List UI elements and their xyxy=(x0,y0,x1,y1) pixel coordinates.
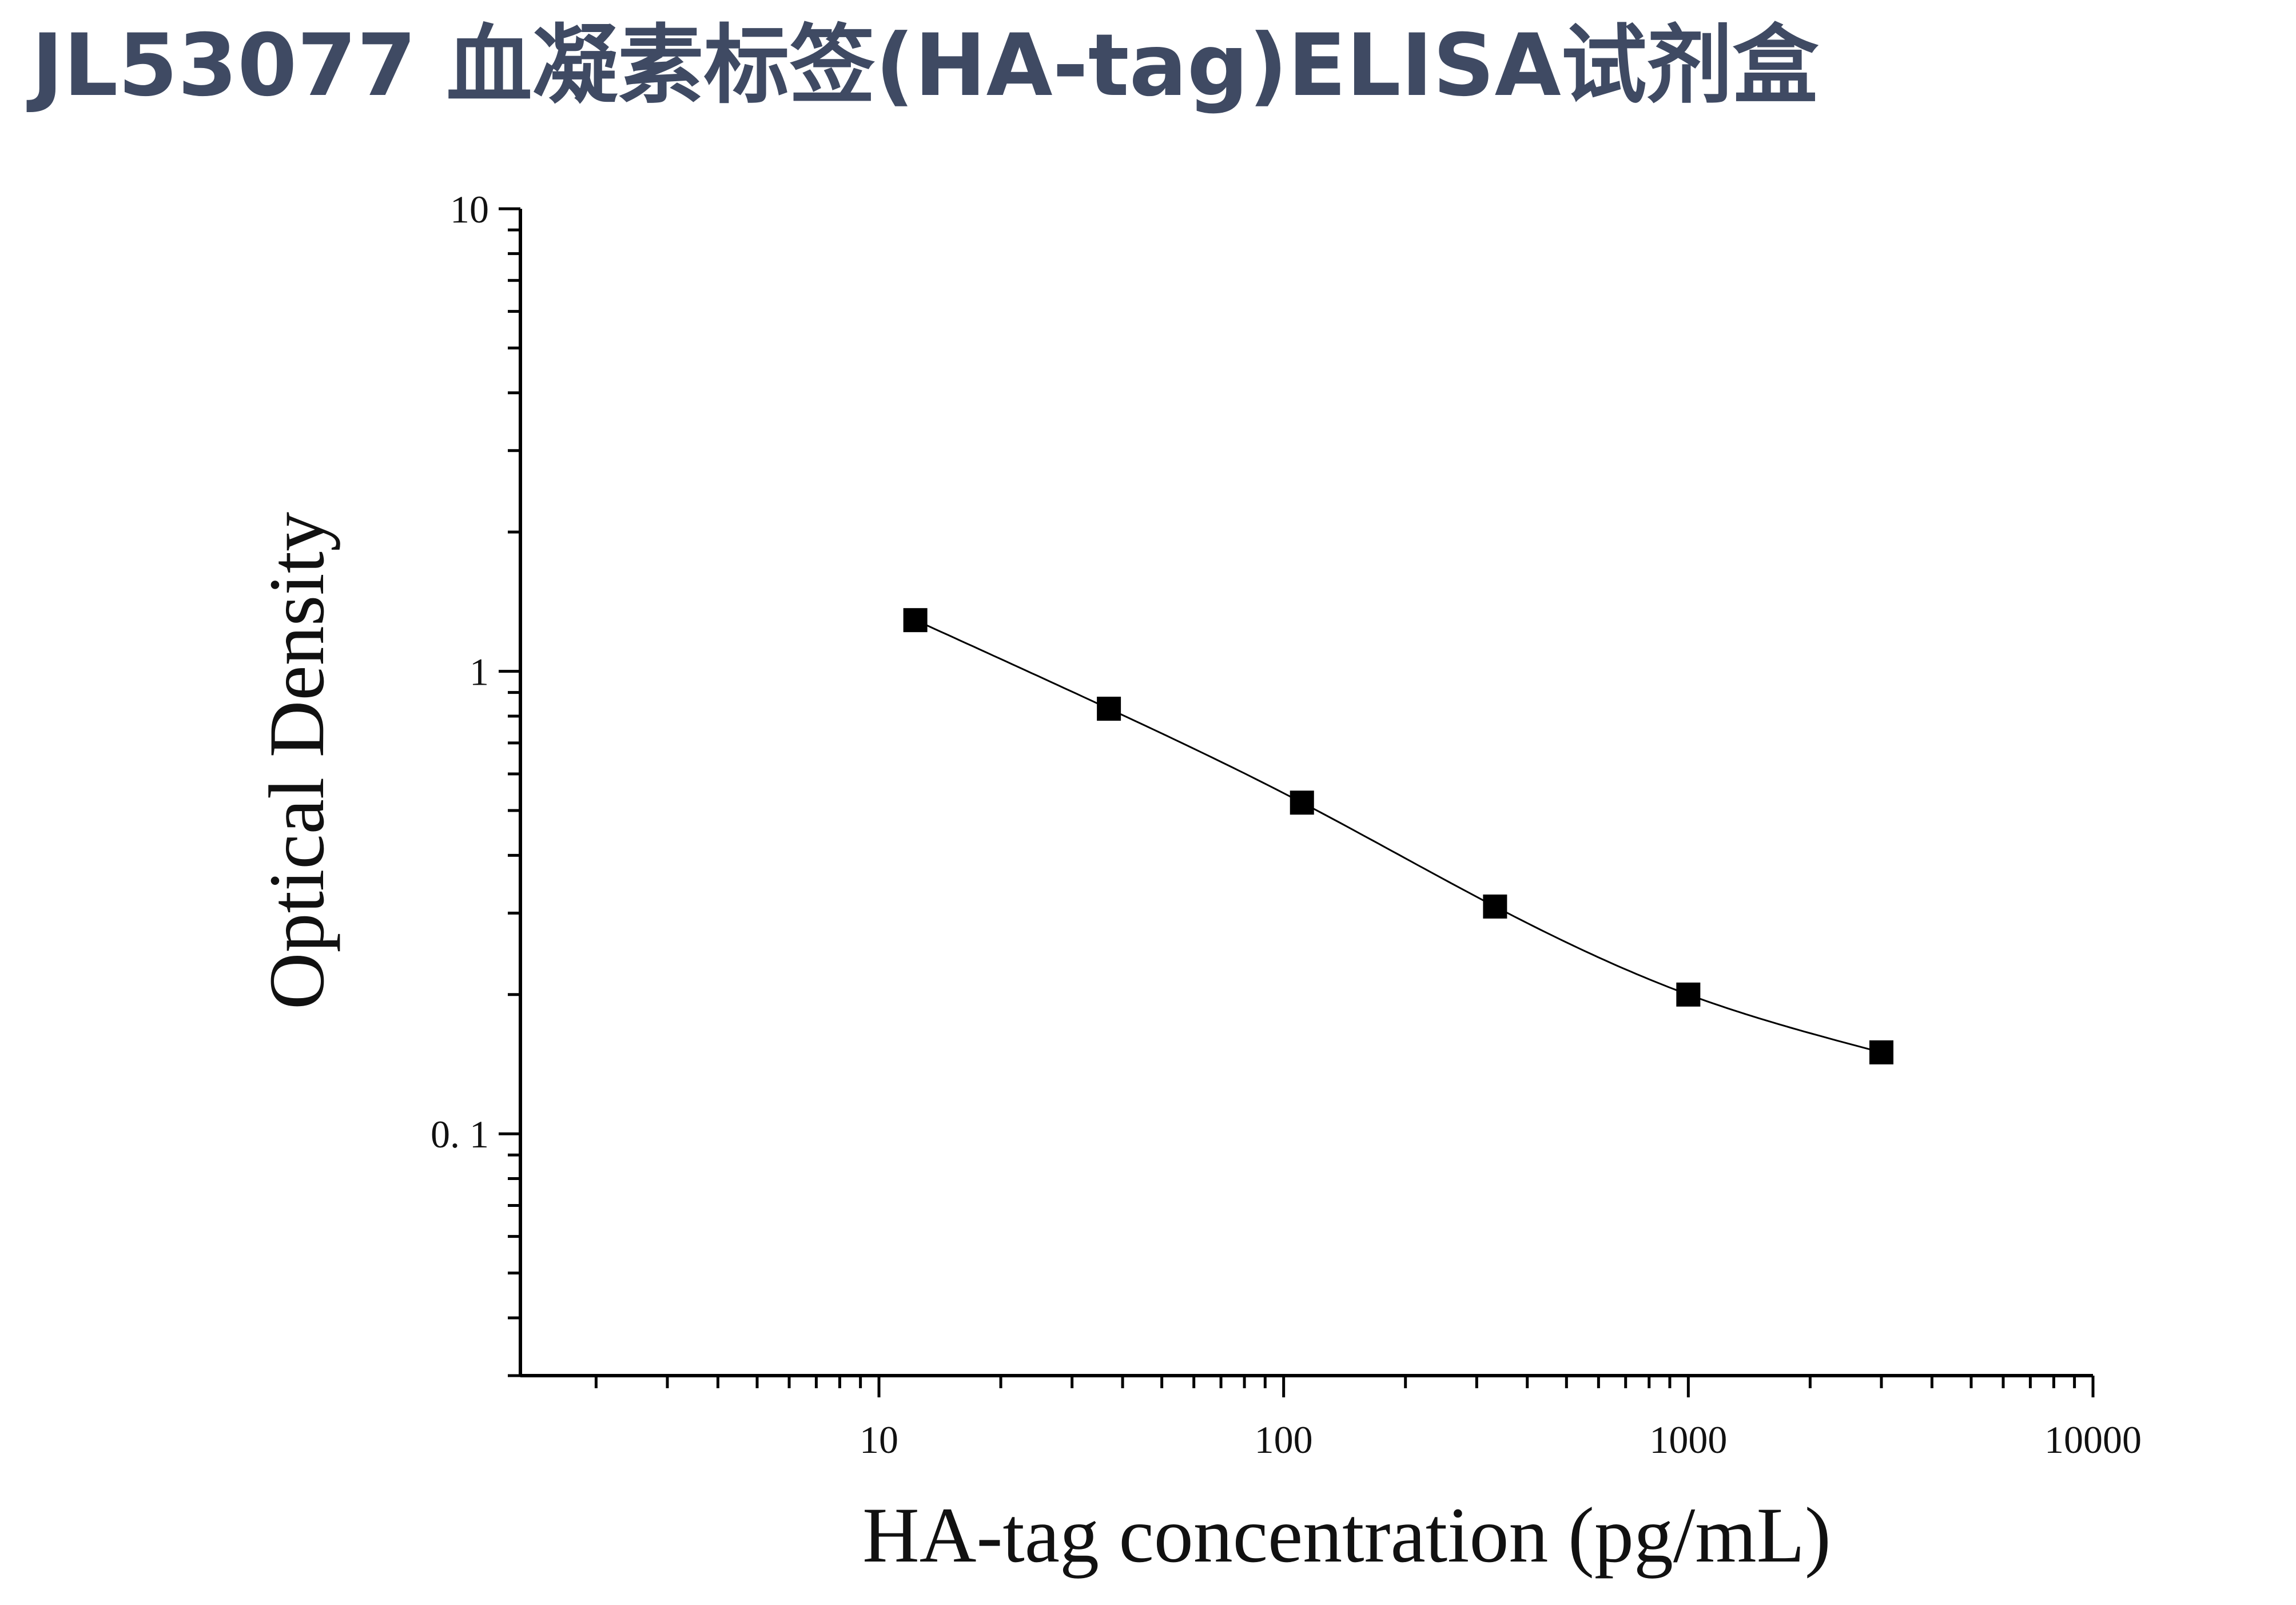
x-axis-label: HA-tag concentration (pg/mL) xyxy=(862,1491,1831,1579)
data-point xyxy=(1290,790,1314,815)
data-points-layer xyxy=(903,608,1893,1064)
fit-curve xyxy=(914,619,1882,1054)
x-tick-label: 100 xyxy=(1255,1418,1313,1461)
tick-labels-layer: 10 100 1000 10000 0. 1 1 10 xyxy=(431,188,2142,1461)
data-point xyxy=(1676,982,1701,1007)
x-tick-label: 10 xyxy=(859,1418,898,1461)
data-point xyxy=(1483,894,1507,919)
data-point xyxy=(1869,1040,1893,1064)
fit-curve-layer xyxy=(914,619,1882,1054)
data-point xyxy=(903,608,928,633)
y-tick-label: 0. 1 xyxy=(431,1113,489,1156)
y-tick-label: 10 xyxy=(450,188,489,231)
y-tick-label: 1 xyxy=(469,650,489,694)
x-tick-label: 1000 xyxy=(1649,1418,1727,1461)
y-axis-label: Optical Density xyxy=(253,512,340,1010)
data-point xyxy=(1097,697,1121,721)
x-tick-label: 10000 xyxy=(2044,1418,2142,1461)
chart-axes xyxy=(499,207,2095,1397)
page-title: JL53077 血凝素标签(HA-tag)ELISA试剂盒 xyxy=(31,16,1819,116)
